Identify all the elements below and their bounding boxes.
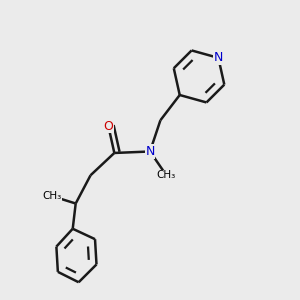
Text: N: N xyxy=(145,145,155,158)
Text: CH₃: CH₃ xyxy=(42,191,62,201)
Text: N: N xyxy=(214,51,223,64)
Text: O: O xyxy=(103,120,113,133)
Text: CH₃: CH₃ xyxy=(157,170,176,180)
